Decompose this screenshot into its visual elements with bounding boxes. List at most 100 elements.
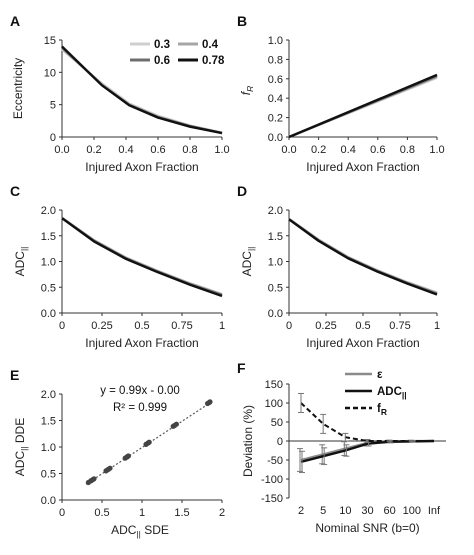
y-tick-label: 0.4: [268, 93, 283, 105]
y-tick-label: 2.0: [41, 389, 56, 401]
x-tick-label: 0.4: [341, 144, 356, 156]
legend-label: 0.78: [202, 55, 225, 67]
y-tick-label: 1.0: [41, 257, 56, 269]
y-tick-label: 150: [265, 379, 283, 391]
panel-a-label: A: [10, 13, 20, 29]
x-tick-label: 100: [403, 505, 421, 517]
series-line-0.78: [61, 217, 223, 298]
panel-f-label: F: [237, 360, 246, 376]
y-axis-title: ADC|| DDE: [13, 418, 29, 476]
x-tick-label: 0.2: [311, 144, 326, 156]
series-line-0.3: [61, 48, 223, 134]
y-tick-label: 0.8: [268, 54, 283, 66]
y-tick-label: 0: [50, 132, 56, 144]
series-line-0.6: [61, 217, 223, 297]
data-point: [146, 439, 152, 445]
y-tick-label: 0: [277, 436, 283, 448]
panel-b-label: B: [237, 13, 247, 29]
x-axis-title: Injured Axon Fraction: [85, 160, 198, 174]
y-tick-label: 50: [271, 417, 283, 429]
x-tick-label: 0.4: [118, 144, 133, 156]
y-tick-label: 0.5: [268, 282, 283, 294]
series-line-0.78: [61, 45, 223, 135]
x-tick-label: 0.5: [134, 320, 149, 332]
x-tick-label: 2: [219, 507, 225, 519]
y-tick-label: 0.0: [41, 495, 56, 507]
y-axis-title: ADC||: [240, 247, 256, 277]
y-tick-label: 15: [44, 35, 56, 47]
y-axis-title: Eccentricity: [11, 58, 25, 119]
y-tick-label: 2.0: [268, 205, 283, 217]
y-tick-label: 0.0: [268, 132, 283, 144]
x-tick-label: 0.6: [370, 144, 385, 156]
panel-e-label: E: [10, 367, 19, 383]
y-tick-label: 100: [265, 398, 283, 410]
y-tick-label: 2.0: [41, 205, 56, 217]
y-tick-label: 0.5: [41, 469, 56, 481]
x-tick-label: 0.2: [86, 144, 101, 156]
legend-label: ε: [377, 369, 383, 381]
legend-label: 0.4: [202, 39, 219, 51]
series-line-0.4: [61, 216, 223, 296]
r-squared-label: R² = 0.999: [113, 402, 167, 414]
x-tick-label: 1: [219, 320, 225, 332]
series-line-0.3: [288, 217, 438, 294]
y-tick-label: 1.0: [41, 442, 56, 454]
x-tick-label: 1.5: [174, 507, 189, 519]
data-point: [173, 421, 179, 427]
y-tick-label: 1.5: [268, 231, 283, 243]
x-tick-label: 2: [298, 505, 304, 517]
y-tick-label: 5: [50, 100, 56, 112]
panel-d-label: D: [237, 183, 247, 199]
regression-equation: y = 0.99x - 0.00: [100, 385, 180, 397]
legend-label: 0.3: [154, 39, 170, 51]
series-line-0.78: [288, 218, 438, 296]
y-tick-label: -150: [261, 493, 283, 505]
y-axis-title: fR: [239, 86, 255, 95]
y-tick-label: 1.0: [268, 35, 283, 47]
x-axis-title: Injured Axon Fraction: [306, 336, 419, 350]
y-axis-title: ADC||: [13, 247, 29, 277]
x-tick-label: 0.5: [355, 320, 370, 332]
x-tick-label: 0.75: [389, 320, 410, 332]
panel-D: D 0.0 0.5 1.0 1.5 2.0 0 0.25 0.5 0.75 1 Injured Axo…: [237, 183, 440, 350]
series-line-0.3: [61, 216, 223, 295]
y-tick-label: -100: [261, 474, 283, 486]
y-tick-label: 1.0: [268, 257, 283, 269]
y-tick-label: 0.2: [268, 113, 283, 125]
data-point: [91, 476, 97, 482]
y-tick-label: 0.5: [41, 282, 56, 294]
data-point: [207, 399, 213, 405]
x-tick-label: 0.25: [91, 320, 112, 332]
x-tick-label: 0.5: [94, 507, 109, 519]
data-point: [125, 453, 131, 459]
series-line-0.6: [288, 218, 438, 296]
x-tick-label: 1: [139, 507, 145, 519]
x-axis-title: Nominal SNR (b=0): [315, 521, 419, 535]
x-tick-label: Inf: [428, 505, 441, 517]
y-tick-label: 0.0: [41, 308, 56, 320]
y-tick-label: 1.5: [41, 231, 56, 243]
y-tick-label: -50: [267, 455, 283, 467]
x-axis-title: Injured Axon Fraction: [85, 336, 198, 350]
x-tick-label: 1: [434, 320, 440, 332]
panel-B: B 0.0 0.2 0.4 0.6 0.8 1.0 0.0 0.2 0.4 0.6 0.8 1.0 Inj…: [237, 13, 445, 174]
y-tick-label: 0.0: [268, 308, 283, 320]
y-tick-label: 0.6: [268, 74, 283, 86]
legend: ε ADC|| fR: [345, 369, 407, 417]
data-point: [107, 465, 113, 471]
panel-F: F -150 -100 -50 0 50 100 150 2 5 10 30 60 100 Inf ε ADC|…: [237, 360, 446, 535]
panel-C: C 0.0 0.5 1.0 1.5 2.0 0 0.25 0.5 0.75 1 Injured Axo…: [10, 183, 225, 350]
legend-label: ADC||: [377, 386, 407, 400]
x-tick-label: 30: [361, 505, 373, 517]
x-tick-label: 0.8: [400, 144, 415, 156]
x-tick-label: 0.0: [281, 144, 296, 156]
x-tick-label: 0.75: [171, 320, 192, 332]
x-tick-label: 0: [59, 320, 65, 332]
y-tick-label: 10: [44, 67, 56, 79]
x-tick-label: 60: [384, 505, 396, 517]
x-tick-label: 1.0: [429, 144, 444, 156]
x-tick-label: 0.25: [315, 320, 336, 332]
legend-label: fR: [377, 403, 387, 417]
